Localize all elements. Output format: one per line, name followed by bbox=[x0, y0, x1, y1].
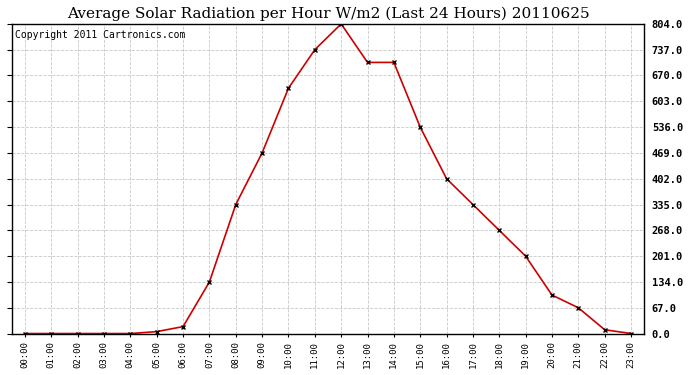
Text: Copyright 2011 Cartronics.com: Copyright 2011 Cartronics.com bbox=[15, 30, 186, 40]
Title: Average Solar Radiation per Hour W/m2 (Last 24 Hours) 20110625: Average Solar Radiation per Hour W/m2 (L… bbox=[67, 7, 589, 21]
